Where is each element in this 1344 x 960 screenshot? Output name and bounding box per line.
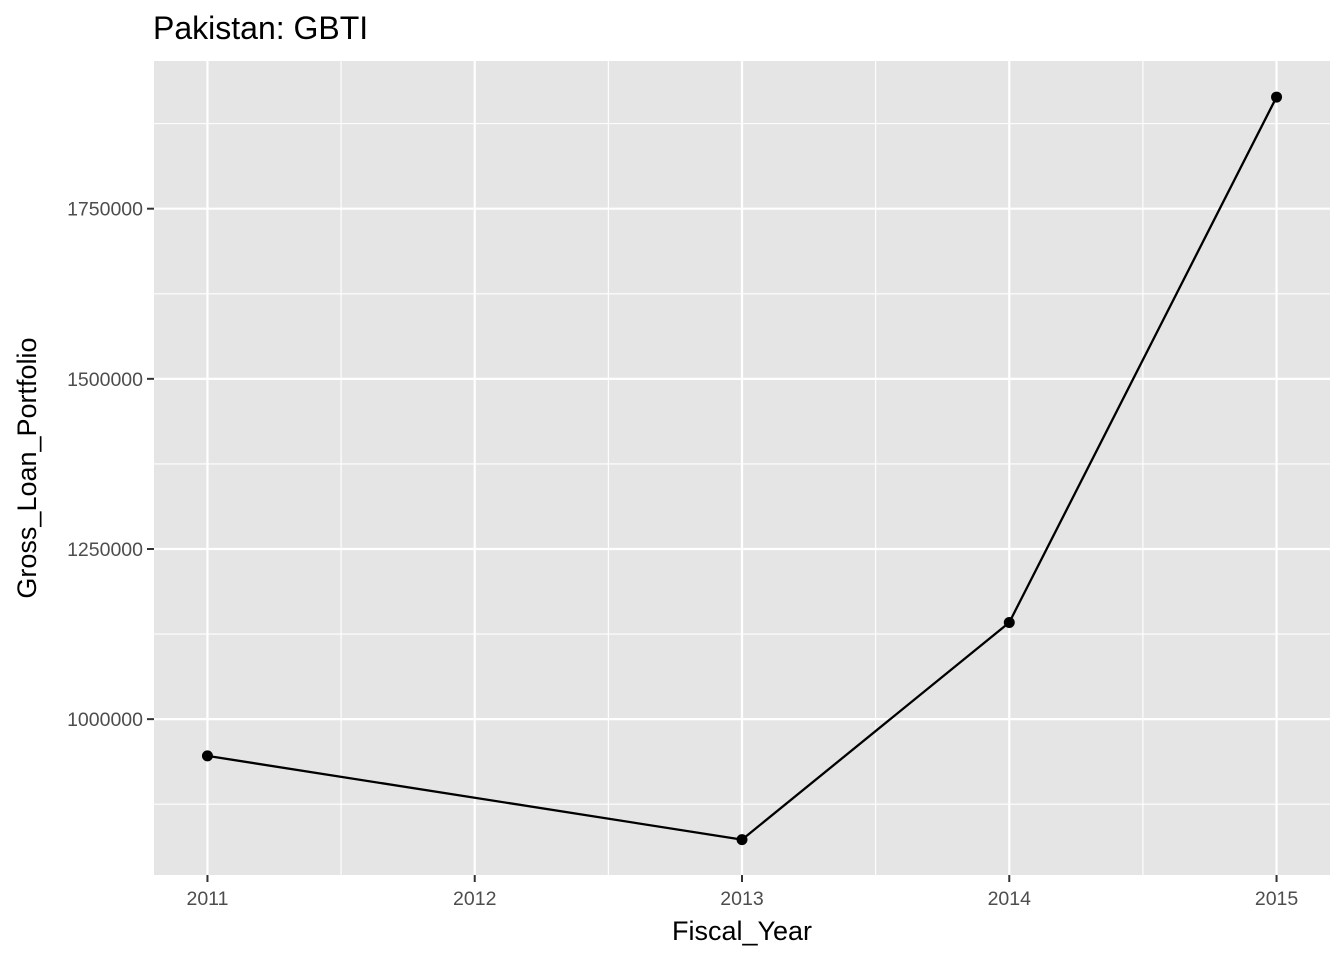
x-tick-label: 2011 — [186, 888, 228, 910]
major-gridlines — [154, 61, 1330, 875]
data-point — [201, 750, 213, 762]
chart-title: Pakistan: GBTI — [153, 10, 368, 46]
x-axis: 2011 2012 2013 2014 2015 — [186, 875, 1298, 910]
x-tick-label: 2014 — [988, 888, 1032, 910]
y-axis: 1000000 1250000 1500000 1750000 — [67, 199, 154, 731]
x-axis-title: Fiscal_Year — [672, 916, 812, 946]
data-point — [1271, 91, 1283, 103]
x-tick-label: 2012 — [453, 888, 496, 910]
y-tick-label: 1750000 — [67, 199, 143, 221]
series-line-group — [207, 96, 1278, 841]
data-point — [736, 834, 748, 846]
data-points — [201, 91, 1283, 846]
x-tick-label: 2013 — [720, 888, 763, 910]
y-tick-label: 1500000 — [67, 369, 143, 391]
data-point — [1003, 616, 1015, 628]
y-axis-title: Gross_Loan_Portfolio — [12, 337, 42, 598]
y-tick-label: 1000000 — [67, 709, 143, 731]
y-tick-label: 1250000 — [67, 539, 143, 561]
series-line — [207, 96, 1278, 841]
x-tick-label: 2015 — [1255, 888, 1299, 910]
